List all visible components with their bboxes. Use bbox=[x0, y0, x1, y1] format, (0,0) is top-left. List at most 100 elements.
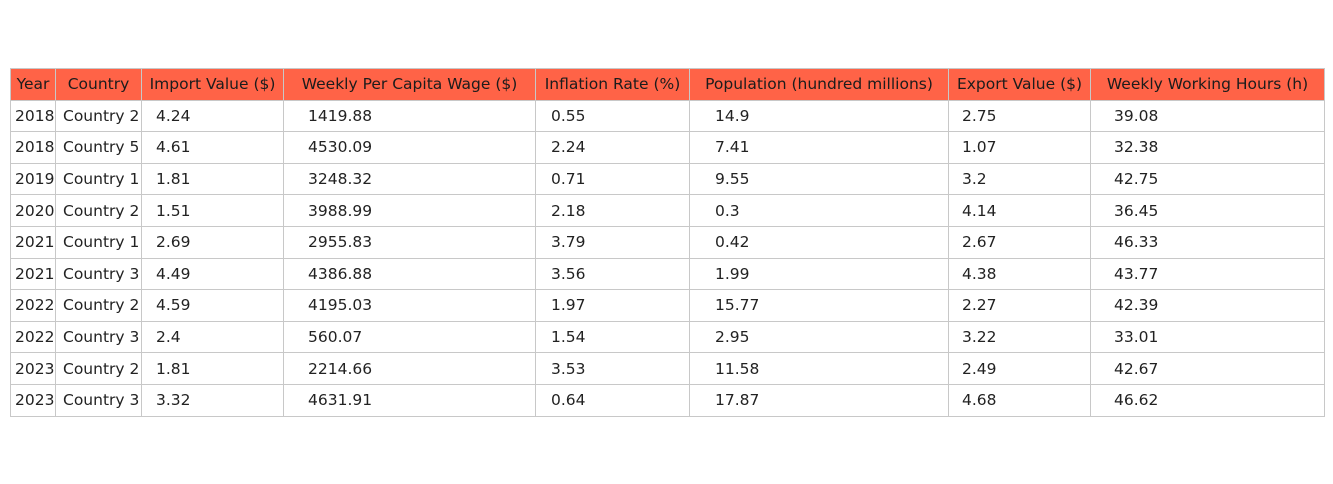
year-cell: 2021 bbox=[10, 257, 56, 291]
table-row: 2018 Country 2 4.24 1419.88 0.55 14.9 2.75 39.0… bbox=[10, 99, 1325, 133]
import-value-cell: 1.51 bbox=[141, 194, 284, 227]
import-value-cell: 4.59 bbox=[141, 289, 284, 322]
working-hours-cell: 42.75 bbox=[1090, 162, 1325, 196]
population-cell: 15.77 bbox=[689, 289, 949, 322]
population-cell: 2.95 bbox=[689, 320, 949, 354]
inflation-rate-cell: 1.54 bbox=[535, 320, 690, 354]
table-row: 2018 Country 5 4.61 4530.09 2.24 7.41 1.07 32.3… bbox=[10, 131, 1325, 164]
inflation-rate-cell: 1.97 bbox=[535, 289, 690, 322]
inflation-rate-cell: 3.79 bbox=[535, 225, 690, 259]
year-cell: 2021 bbox=[10, 225, 56, 259]
header-population: Population (hundred millions) bbox=[689, 68, 949, 101]
country-cell: Country 2 bbox=[55, 289, 142, 322]
table-row: 2020 Country 2 1.51 3988.99 2.18 0.3 4.14 36.45 bbox=[10, 194, 1325, 227]
inflation-rate-cell: 0.55 bbox=[535, 99, 690, 133]
country-cell: Country 1 bbox=[55, 225, 142, 259]
country-cell: Country 2 bbox=[55, 194, 142, 227]
weekly-wage-cell: 3248.32 bbox=[283, 162, 536, 196]
country-cell: Country 5 bbox=[55, 131, 142, 164]
population-cell: 7.41 bbox=[689, 131, 949, 164]
weekly-wage-cell: 2214.66 bbox=[283, 352, 536, 385]
working-hours-cell: 46.33 bbox=[1090, 225, 1325, 259]
table-row: 2022 Country 3 2.4 560.07 1.54 2.95 3.22 33.01 bbox=[10, 320, 1325, 354]
export-value-cell: 3.2 bbox=[948, 162, 1091, 196]
population-cell: 14.9 bbox=[689, 99, 949, 133]
export-value-cell: 1.07 bbox=[948, 131, 1091, 164]
header-export-value: Export Value ($) bbox=[948, 68, 1091, 101]
year-cell: 2022 bbox=[10, 320, 56, 354]
working-hours-cell: 42.67 bbox=[1090, 352, 1325, 385]
year-cell: 2023 bbox=[10, 352, 56, 385]
import-value-cell: 3.32 bbox=[141, 383, 284, 417]
country-cell: Country 2 bbox=[55, 352, 142, 385]
import-value-cell: 4.49 bbox=[141, 257, 284, 291]
table-body: 2018 Country 2 4.24 1419.88 0.55 14.9 2.75 39.0… bbox=[10, 99, 1325, 417]
year-cell: 2023 bbox=[10, 383, 56, 417]
export-value-cell: 4.68 bbox=[948, 383, 1091, 417]
export-value-cell: 2.75 bbox=[948, 99, 1091, 133]
year-cell: 2020 bbox=[10, 194, 56, 227]
working-hours-cell: 36.45 bbox=[1090, 194, 1325, 227]
weekly-wage-cell: 2955.83 bbox=[283, 225, 536, 259]
population-cell: 1.99 bbox=[689, 257, 949, 291]
population-cell: 9.55 bbox=[689, 162, 949, 196]
inflation-rate-cell: 0.71 bbox=[535, 162, 690, 196]
data-table-container: Year Country Import Value ($) Weekly Per… bbox=[10, 68, 1325, 417]
export-value-cell: 4.14 bbox=[948, 194, 1091, 227]
year-cell: 2022 bbox=[10, 289, 56, 322]
table-row: 2022 Country 2 4.59 4195.03 1.97 15.77 2.27 42.… bbox=[10, 289, 1325, 322]
working-hours-cell: 42.39 bbox=[1090, 289, 1325, 322]
weekly-wage-cell: 1419.88 bbox=[283, 99, 536, 133]
weekly-wage-cell: 4530.09 bbox=[283, 131, 536, 164]
year-cell: 2018 bbox=[10, 131, 56, 164]
export-value-cell: 4.38 bbox=[948, 257, 1091, 291]
import-value-cell: 4.61 bbox=[141, 131, 284, 164]
country-cell: Country 3 bbox=[55, 257, 142, 291]
export-value-cell: 2.67 bbox=[948, 225, 1091, 259]
inflation-rate-cell: 3.53 bbox=[535, 352, 690, 385]
import-value-cell: 1.81 bbox=[141, 352, 284, 385]
header-working-hours: Weekly Working Hours (h) bbox=[1090, 68, 1325, 101]
header-inflation-rate: Inflation Rate (%) bbox=[535, 68, 690, 101]
header-country: Country bbox=[55, 68, 142, 101]
working-hours-cell: 39.08 bbox=[1090, 99, 1325, 133]
export-value-cell: 3.22 bbox=[948, 320, 1091, 354]
weekly-wage-cell: 4195.03 bbox=[283, 289, 536, 322]
table-row: 2021 Country 3 4.49 4386.88 3.56 1.99 4.38 43.7… bbox=[10, 257, 1325, 291]
weekly-wage-cell: 4631.91 bbox=[283, 383, 536, 417]
table-row: 2021 Country 1 2.69 2955.83 3.79 0.42 2.67 46.3… bbox=[10, 225, 1325, 259]
import-value-cell: 2.69 bbox=[141, 225, 284, 259]
table-header-row: Year Country Import Value ($) Weekly Per… bbox=[10, 68, 1325, 101]
header-import-value: Import Value ($) bbox=[141, 68, 284, 101]
working-hours-cell: 32.38 bbox=[1090, 131, 1325, 164]
weekly-wage-cell: 560.07 bbox=[283, 320, 536, 354]
table-row: 2023 Country 2 1.81 2214.66 3.53 11.58 2.49 42.… bbox=[10, 352, 1325, 385]
weekly-wage-cell: 4386.88 bbox=[283, 257, 536, 291]
population-cell: 0.3 bbox=[689, 194, 949, 227]
header-year: Year bbox=[10, 68, 56, 101]
import-value-cell: 4.24 bbox=[141, 99, 284, 133]
weekly-wage-cell: 3988.99 bbox=[283, 194, 536, 227]
export-value-cell: 2.27 bbox=[948, 289, 1091, 322]
import-value-cell: 1.81 bbox=[141, 162, 284, 196]
inflation-rate-cell: 3.56 bbox=[535, 257, 690, 291]
export-value-cell: 2.49 bbox=[948, 352, 1091, 385]
country-cell: Country 3 bbox=[55, 320, 142, 354]
population-cell: 0.42 bbox=[689, 225, 949, 259]
country-cell: Country 3 bbox=[55, 383, 142, 417]
country-cell: Country 1 bbox=[55, 162, 142, 196]
working-hours-cell: 43.77 bbox=[1090, 257, 1325, 291]
working-hours-cell: 33.01 bbox=[1090, 320, 1325, 354]
working-hours-cell: 46.62 bbox=[1090, 383, 1325, 417]
inflation-rate-cell: 0.64 bbox=[535, 383, 690, 417]
population-cell: 17.87 bbox=[689, 383, 949, 417]
inflation-rate-cell: 2.24 bbox=[535, 131, 690, 164]
year-cell: 2018 bbox=[10, 99, 56, 133]
header-weekly-wage: Weekly Per Capita Wage ($) bbox=[283, 68, 536, 101]
inflation-rate-cell: 2.18 bbox=[535, 194, 690, 227]
table-row: 2023 Country 3 3.32 4631.91 0.64 17.87 4.68 46.… bbox=[10, 383, 1325, 417]
data-table: Year Country Import Value ($) Weekly Per… bbox=[10, 68, 1325, 417]
import-value-cell: 2.4 bbox=[141, 320, 284, 354]
country-cell: Country 2 bbox=[55, 99, 142, 133]
table-row: 2019 Country 1 1.81 3248.32 0.71 9.55 3.2 42.75 bbox=[10, 162, 1325, 196]
